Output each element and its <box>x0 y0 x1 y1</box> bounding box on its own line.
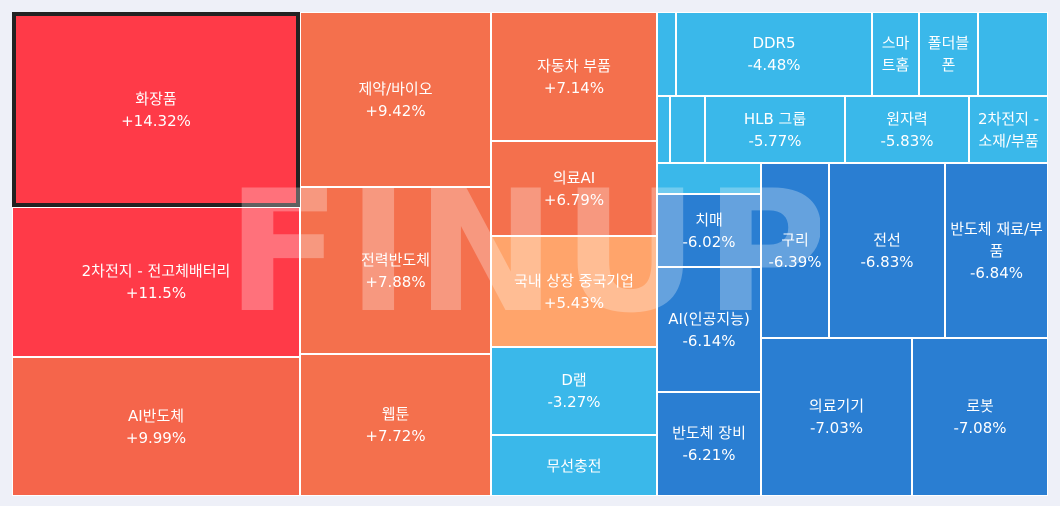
tile-change: +9.42% <box>365 101 426 120</box>
tile-name: 화장품 <box>135 89 177 108</box>
treemap-tile-화장품[interactable]: 화장품 +14.32% <box>12 12 300 207</box>
treemap-tile-의료AI[interactable]: 의료AI +6.79% <box>491 141 657 236</box>
treemap-tile-HLB-그룹[interactable]: HLB 그룹 -5.77% <box>705 96 845 163</box>
tile-name: 제약/바이오 <box>358 79 433 98</box>
treemap-tile-전력반도체[interactable]: 전력반도체 +7.88% <box>300 187 491 354</box>
treemap-tile-DDR5[interactable]: DDR5 -4.48% <box>676 12 872 96</box>
treemap-tile-tile-11[interactable] <box>657 12 676 96</box>
tile-name: 국내 상장 중국기업 <box>514 271 634 290</box>
treemap-tile-tile-15[interactable] <box>978 12 1048 96</box>
tile-name: 2차전지 - 소재/부품 <box>977 109 1040 150</box>
tile-name: 원자력 <box>886 109 928 128</box>
treemap-tile-구리[interactable]: 구리 -6.39% <box>761 163 829 338</box>
treemap-tile-원자력[interactable]: 원자력 -5.83% <box>845 96 969 163</box>
tile-change: -6.83% <box>860 252 914 271</box>
treemap-tile-AI반도체[interactable]: AI반도체 +9.99% <box>12 357 300 496</box>
treemap-tile-웹툰[interactable]: 웹툰 +7.72% <box>300 354 491 496</box>
tile-change: -4.48% <box>747 56 801 74</box>
treemap-tile-제약-바이오[interactable]: 제약/바이오 +9.42% <box>300 12 491 187</box>
treemap-tile-tile-21[interactable] <box>657 163 761 194</box>
tile-name: 전력반도체 <box>360 250 430 269</box>
treemap-tile-2차전지-전고체배터리[interactable]: 2차전지 - 전고체배터리 +11.5% <box>12 207 300 357</box>
tile-change: -6.14% <box>682 331 736 350</box>
tile-change: -6.02% <box>682 232 736 251</box>
treemap-tile-국내-상장-중국기업[interactable]: 국내 상장 중국기업 +5.43% <box>491 236 657 347</box>
tile-name: 무선충전 <box>546 456 602 475</box>
tile-name: DDR5 <box>752 34 796 52</box>
tile-name: 의료AI <box>552 168 596 187</box>
tile-name: HLB 그룹 <box>743 109 807 128</box>
treemap-tile-반도체-장비[interactable]: 반도체 장비 -6.21% <box>657 392 761 496</box>
tile-name: 웹툰 <box>381 405 410 423</box>
tile-name: 폴더블폰 <box>927 34 970 74</box>
tile-change: +7.14% <box>543 78 605 97</box>
tile-name: 의료기기 <box>808 397 865 415</box>
tile-change: +5.43% <box>543 293 605 312</box>
tile-name: 치매 <box>695 210 723 229</box>
tile-name: AI반도체 <box>127 406 185 425</box>
treemap-tile-의료기기[interactable]: 의료기기 -7.03% <box>761 338 912 496</box>
treemap-tile-2차전지-소재-부품[interactable]: 2차전지 - 소재/부품 <box>969 96 1048 163</box>
treemap-tile-tile-17[interactable] <box>670 96 705 163</box>
treemap-tile-스마트홈[interactable]: 스마트홈 <box>872 12 919 96</box>
tile-name: 스마트홈 <box>881 34 910 74</box>
tile-change: -6.21% <box>682 446 736 464</box>
treemap-tile-로봇[interactable]: 로봇 -7.08% <box>912 338 1048 496</box>
tile-change: -7.08% <box>953 419 1007 437</box>
tile-name: 자동차 부품 <box>537 56 611 75</box>
treemap-tile-AI-인공지능[interactable]: AI(인공지능) -6.14% <box>657 267 761 392</box>
treemap-tile-tile-16[interactable] <box>657 96 670 163</box>
tile-change: +9.99% <box>125 428 187 447</box>
tile-name: 반도체 재료/부품 <box>950 219 1043 260</box>
tile-change: +11.5% <box>125 284 187 302</box>
treemap-tile-폴더블폰[interactable]: 폴더블폰 <box>919 12 978 96</box>
tile-name: 구리 <box>781 230 809 249</box>
tile-change: -6.84% <box>969 263 1024 282</box>
tile-change: +6.79% <box>543 190 605 209</box>
tile-change: -7.03% <box>809 419 864 437</box>
tile-change: -5.83% <box>880 131 934 150</box>
tile-name: 2차전지 - 전고체배터리 <box>81 262 231 280</box>
tile-change: -5.77% <box>748 131 802 150</box>
tile-name: AI(인공지능) <box>668 309 750 328</box>
tile-change: +7.72% <box>365 427 426 445</box>
tile-change: +14.32% <box>121 111 191 130</box>
tile-change: -6.39% <box>768 252 822 271</box>
treemap-tile-자동차-부품[interactable]: 자동차 부품 +7.14% <box>491 12 657 141</box>
tile-name: 로봇 <box>966 397 994 415</box>
treemap-tile-무선충전[interactable]: 무선충전 <box>491 435 657 496</box>
tile-change: +7.88% <box>365 272 426 291</box>
tile-name: 전선 <box>873 230 901 249</box>
treemap-tile-전선[interactable]: 전선 -6.83% <box>829 163 945 338</box>
tile-name: D램 <box>561 371 587 389</box>
tile-change: -3.27% <box>547 393 601 411</box>
treemap-tile-D램[interactable]: D램 -3.27% <box>491 347 657 435</box>
treemap-tile-반도체-재료-부품[interactable]: 반도체 재료/부품 -6.84% <box>945 163 1048 338</box>
tile-name: 반도체 장비 <box>672 424 746 442</box>
treemap-tile-치매[interactable]: 치매 -6.02% <box>657 194 761 267</box>
